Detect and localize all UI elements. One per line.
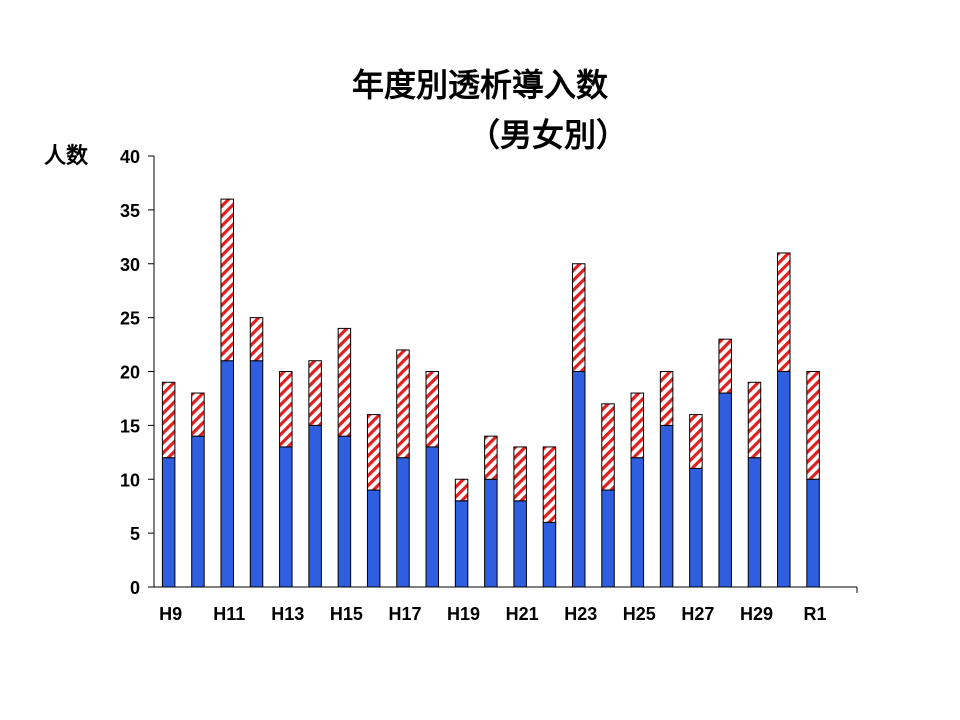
y-tick-label: 5 xyxy=(130,524,140,544)
x-tick-label: R1 xyxy=(804,604,827,624)
y-tick-label: 0 xyxy=(130,578,140,598)
x-tick-label: H25 xyxy=(623,604,656,624)
x-tick-label: H23 xyxy=(564,604,597,624)
bar-segment-series-1 xyxy=(718,392,732,588)
x-tick-label: H17 xyxy=(388,604,421,624)
y-tick-label: 35 xyxy=(120,201,140,221)
bar-segment-series-2 xyxy=(571,263,586,372)
bar-segment-series-1 xyxy=(337,435,352,588)
bar-segment-series-2 xyxy=(220,198,234,362)
y-axis-label: 人数 xyxy=(44,143,89,169)
bar-segment-series-2 xyxy=(308,360,322,426)
bar-segment-series-2 xyxy=(484,435,498,480)
y-tick-label: 40 xyxy=(120,147,140,167)
bar-segment-series-2 xyxy=(337,327,352,437)
bar-segment-series-2 xyxy=(659,371,674,426)
bar-segment-series-2 xyxy=(806,371,820,480)
bar-segment-series-2 xyxy=(161,381,176,459)
bar-segment-series-1 xyxy=(806,478,820,588)
bar-segment-series-1 xyxy=(747,457,762,588)
bar-segment-series-1 xyxy=(191,435,205,588)
bar-segment-series-2 xyxy=(454,478,469,502)
bar-segment-series-2 xyxy=(249,317,264,362)
x-tick-label: H11 xyxy=(213,604,245,624)
x-tick-label: H21 xyxy=(506,604,539,624)
bar-segment-series-1 xyxy=(630,457,645,588)
bar-segment-series-2 xyxy=(366,414,381,491)
bar-segment-series-1 xyxy=(484,478,498,588)
bar-segment-series-2 xyxy=(191,392,205,437)
bar-segment-series-2 xyxy=(601,403,615,491)
bar-segment-series-1 xyxy=(249,360,264,588)
bar-segment-series-1 xyxy=(777,371,791,588)
bar-segment-series-1 xyxy=(571,371,586,588)
x-tick-label: H13 xyxy=(271,604,304,624)
bar-segment-series-1 xyxy=(425,446,440,588)
bar-segment-series-2 xyxy=(425,371,440,448)
y-tick-label: 15 xyxy=(120,416,140,436)
bar-segment-series-2 xyxy=(279,371,293,448)
bar-segment-series-1 xyxy=(454,500,469,588)
bar-segment-series-1 xyxy=(396,457,410,588)
x-tick-label: H27 xyxy=(681,604,714,624)
bar-segment-series-1 xyxy=(689,467,703,588)
bar-segment-series-2 xyxy=(513,446,527,502)
bar-segment-series-2 xyxy=(689,414,703,469)
y-tick-label: 10 xyxy=(120,470,140,490)
bar-segment-series-1 xyxy=(601,489,615,588)
chart-title: 年度別透析導入数 xyxy=(352,66,609,104)
bar-segment-series-1 xyxy=(659,424,674,588)
x-tick-label: H15 xyxy=(330,604,363,624)
bar-segment-series-2 xyxy=(777,252,791,373)
bar-segment-series-1 xyxy=(308,424,322,588)
bar-segment-series-2 xyxy=(718,338,732,394)
y-axis-ticks: 0 5 10 15 20 25 30 35 40 xyxy=(120,147,154,598)
bar-segment-series-2 xyxy=(396,349,410,459)
x-tick-label: H19 xyxy=(447,604,480,624)
x-tick-label: H9 xyxy=(159,604,182,624)
bar-segment-series-1 xyxy=(366,489,381,588)
bar-segment-series-2 xyxy=(630,392,645,459)
bar-segment-series-1 xyxy=(542,521,557,588)
y-tick-label: 30 xyxy=(120,255,140,275)
bar-segment-series-2 xyxy=(747,381,762,459)
x-tick-label: H29 xyxy=(740,604,773,624)
bar-segment-series-1 xyxy=(513,500,527,588)
y-tick-label: 25 xyxy=(120,309,140,329)
bar-segment-series-2 xyxy=(542,446,557,523)
bar-series xyxy=(161,198,820,588)
y-tick-label: 20 xyxy=(120,363,140,383)
bar-segment-series-1 xyxy=(220,360,234,588)
chart-subtitle: （男女別） xyxy=(468,116,628,154)
bar-segment-series-1 xyxy=(161,457,176,588)
bar-segment-series-1 xyxy=(279,446,293,588)
x-axis-ticks: H9 H11 H13 H15 H17 H19 H21 H23 H25 H27 H29 R1 xyxy=(159,604,826,624)
